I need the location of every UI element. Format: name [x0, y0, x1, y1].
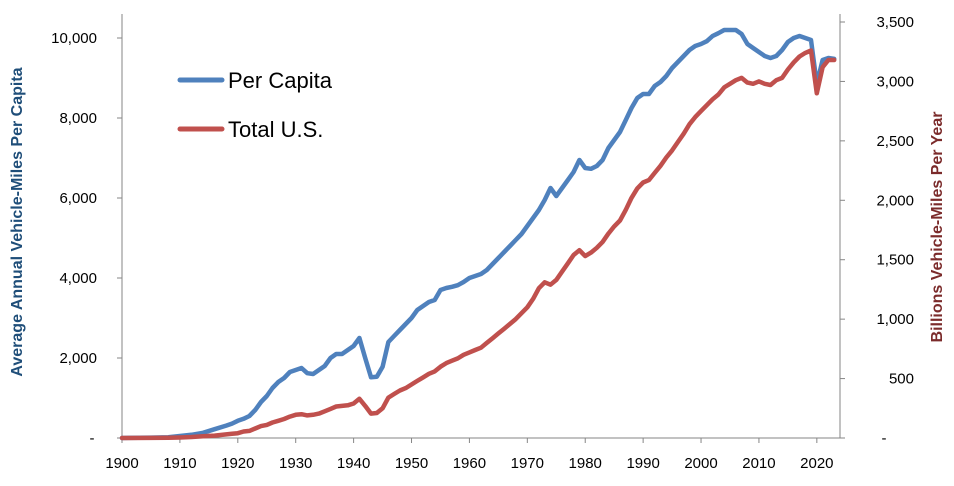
right-y-tick-label: 2,000 — [876, 192, 914, 209]
right-axis-title: Billions Vehicle-Miles Per Year — [929, 112, 946, 343]
left-y-axis: - 2,000 4,000 6,000 8,000 10,000 — [51, 30, 122, 447]
left-y-tick-label: 2,000 — [59, 350, 97, 367]
per-capita-line — [119, 27, 837, 441]
legend-label-per-capita: Per Capita — [228, 68, 333, 93]
x-tick-label: 1900 — [105, 455, 138, 472]
left-y-tick-label: - — [90, 430, 95, 447]
right-y-tick-label: 3,000 — [876, 73, 914, 90]
left-y-tick-label: 8,000 — [59, 110, 97, 127]
left-axis-title: Average Annual Vehicle-Miles Per Capita — [9, 67, 26, 376]
x-tick-label: 1970 — [511, 455, 544, 472]
plot-frame — [121, 14, 841, 439]
x-tick-label: 1930 — [279, 455, 312, 472]
x-tick-label: 1950 — [395, 455, 428, 472]
x-tick-label: 2010 — [742, 455, 775, 472]
x-tick-label: 1910 — [163, 455, 196, 472]
x-tick-label: 1960 — [453, 455, 486, 472]
left-y-tick-label: 10,000 — [51, 30, 97, 47]
x-tick-label: 1980 — [569, 455, 602, 472]
right-y-tick-label: 1,500 — [876, 252, 914, 269]
right-y-axis: - 500 1,000 1,500 2,000 2,500 3,000 3,500 — [840, 14, 914, 447]
right-y-tick-label: 2,500 — [876, 133, 914, 150]
x-axis: 1900 1910 1920 1930 1940 1950 1960 1970 1980 1990… — [105, 438, 834, 472]
right-y-tick-label: - — [882, 430, 887, 447]
right-y-tick-label: 1,000 — [876, 311, 914, 328]
left-y-tick-label: 6,000 — [59, 190, 97, 207]
right-y-tick-label: 3,500 — [876, 14, 914, 31]
legend-label-total-us: Total U.S. — [228, 117, 323, 142]
x-tick-label: 1940 — [337, 455, 370, 472]
legend: Per Capita Total U.S. — [177, 68, 333, 142]
left-y-tick-label: 4,000 — [59, 270, 97, 287]
series-lines — [119, 27, 837, 441]
x-tick-label: 1920 — [221, 455, 254, 472]
total-us-line — [119, 48, 837, 441]
right-y-tick-label: 500 — [889, 371, 914, 388]
x-tick-label: 2020 — [800, 455, 833, 472]
x-tick-label: 2000 — [684, 455, 717, 472]
x-tick-label: 1990 — [626, 455, 659, 472]
